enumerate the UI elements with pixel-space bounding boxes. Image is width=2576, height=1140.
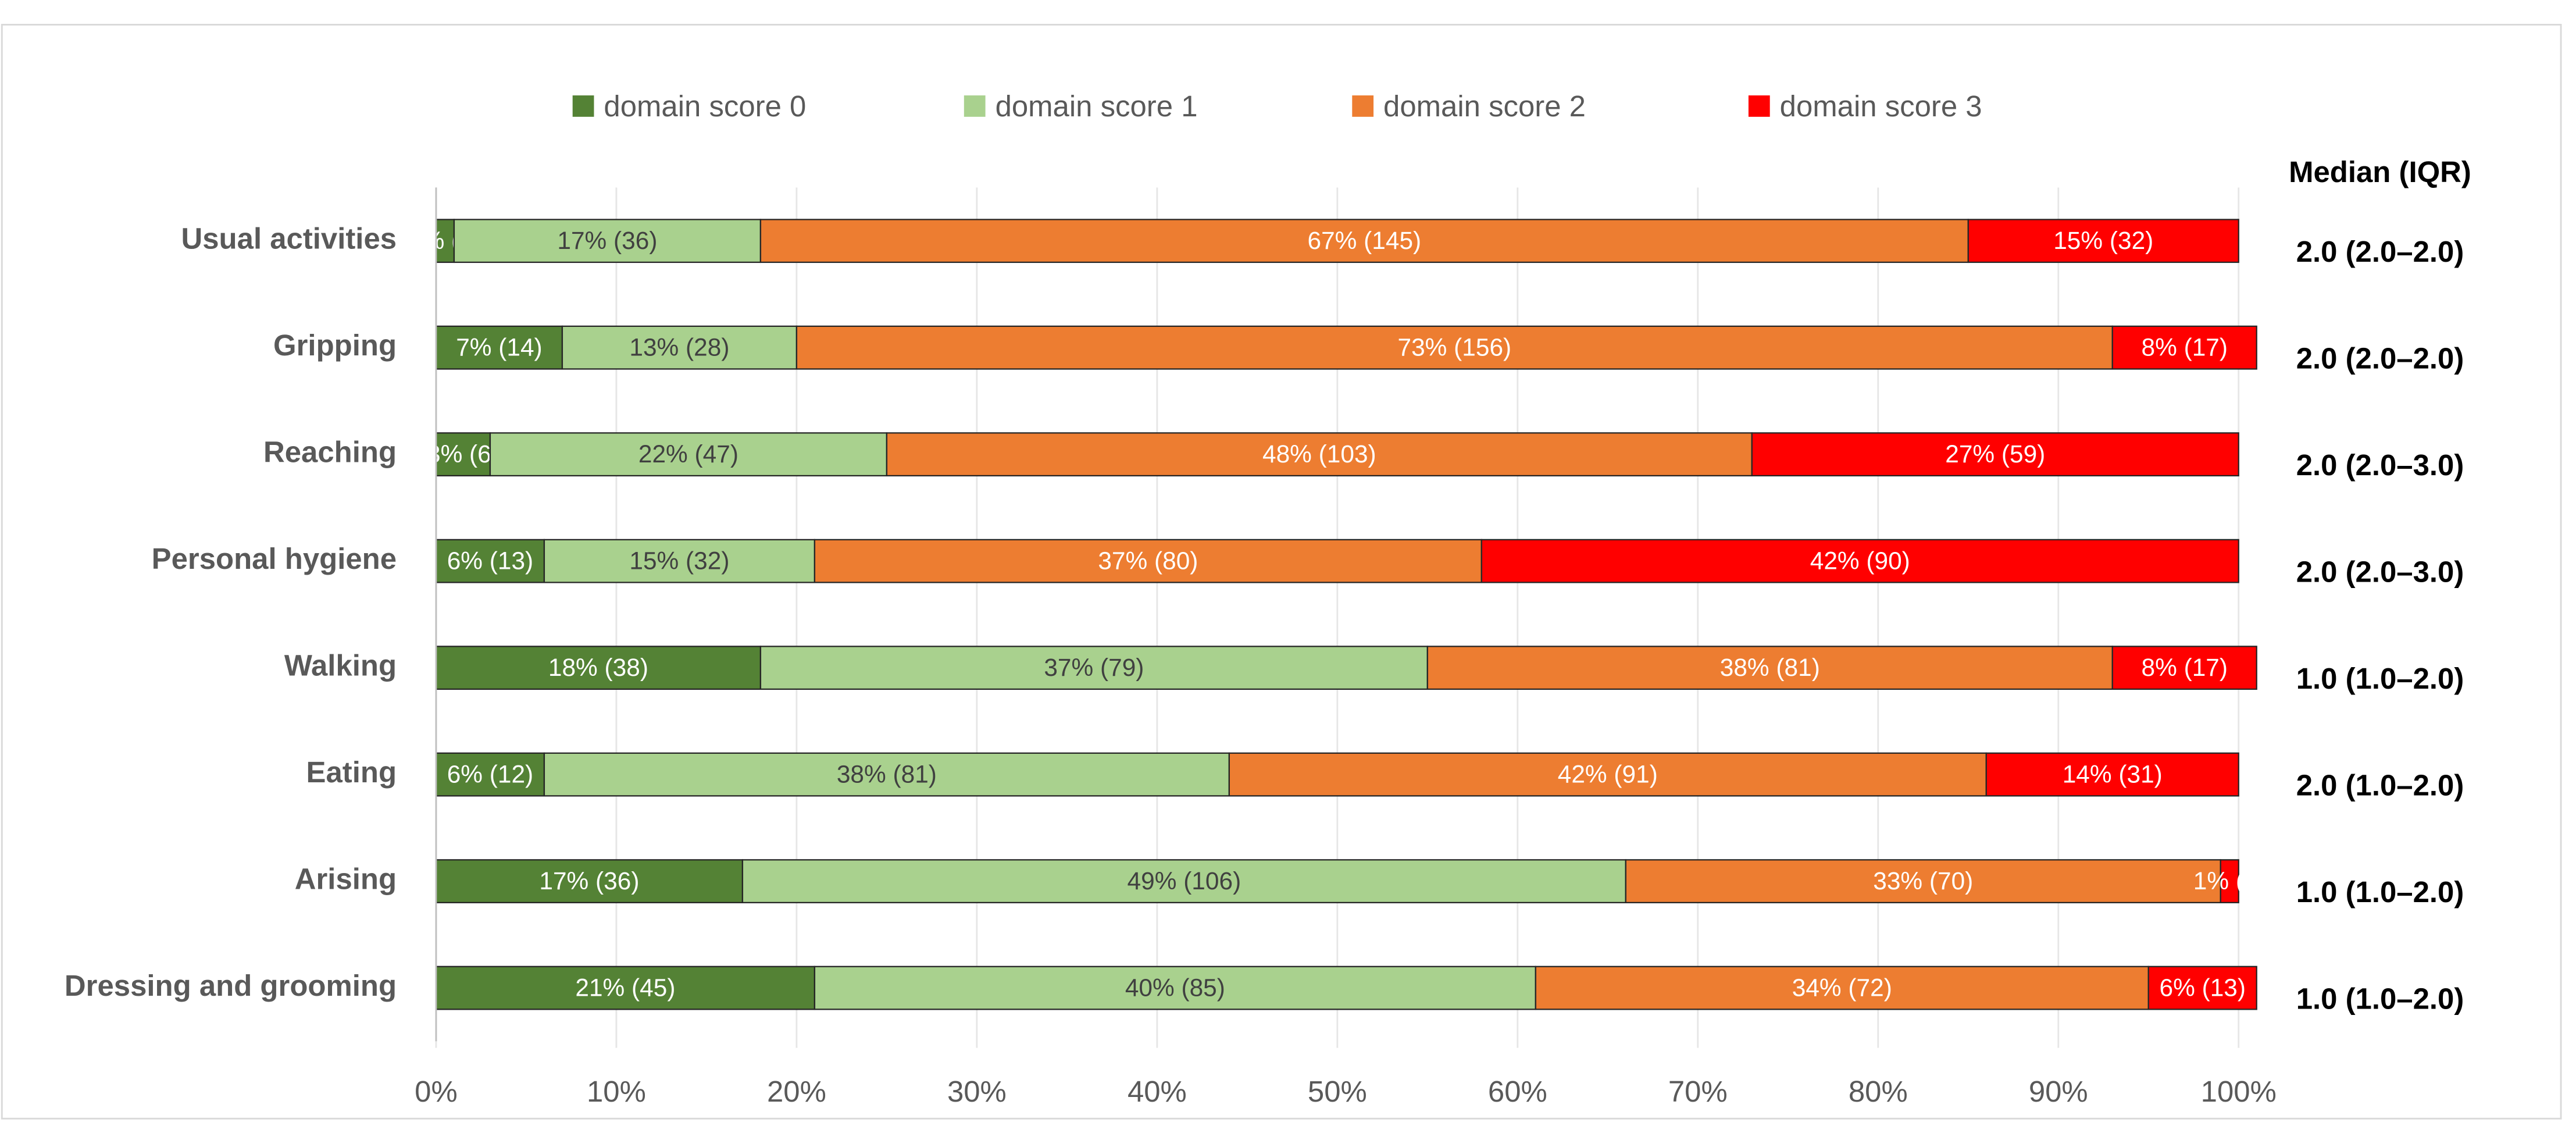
data-label: 15% (32) [2053, 227, 2153, 254]
data-label: 21% (45) [575, 974, 675, 1002]
data-label: 6% (13) [447, 547, 533, 575]
data-label: 15% (32) [629, 547, 729, 575]
data-label: 49% (106) [1128, 867, 1241, 895]
data-label: 34% (72) [1792, 974, 1892, 1002]
bar-segment [2111, 646, 2257, 690]
bar-segment [435, 859, 744, 903]
data-label: 6% (12) [447, 761, 533, 788]
median-label: 1.0 (1.0–2.0) [2296, 875, 2464, 909]
data-label: 38% (81) [1720, 654, 1820, 681]
bar-segment [1967, 219, 2239, 263]
median-label: 2.0 (1.0–2.0) [2296, 769, 2464, 802]
data-label: 17% (36) [557, 227, 657, 254]
data-label: 40% (85) [1125, 974, 1225, 1002]
median-header: Median (IQR) [2289, 155, 2471, 188]
bar-segment [1625, 859, 2221, 903]
data-label: 8% (17) [2142, 334, 2228, 361]
bar-segment [543, 752, 1230, 797]
legend-label: domain score 1 [996, 90, 1198, 123]
data-label: 42% (90) [1810, 547, 1910, 575]
bar-segment [2147, 966, 2257, 1010]
data-label: 17% (36) [539, 867, 639, 895]
data-label: 7% (14) [456, 334, 542, 361]
data-label: 3% (6) [427, 440, 499, 468]
x-tick-label: 30% [947, 1075, 1007, 1108]
bar-segment [795, 325, 2113, 370]
data-label: 27% (59) [1945, 440, 2045, 468]
legend-swatch [964, 95, 986, 117]
y-tick-label: Gripping [273, 329, 397, 362]
bar-segment [435, 539, 545, 583]
bar-segment [489, 432, 888, 477]
bar-segment [1985, 752, 2239, 797]
median-label: 2.0 (2.0–3.0) [2296, 555, 2464, 589]
data-label: 22% (47) [638, 440, 738, 468]
y-tick-label: Walking [284, 649, 397, 682]
bar-segment [543, 539, 816, 583]
bar-segment [886, 432, 1753, 477]
legend-label: domain score 2 [1383, 90, 1586, 123]
median-label: 1.0 (1.0–2.0) [2296, 662, 2464, 695]
data-label: 38% (81) [837, 761, 937, 788]
data-label: 42% (91) [1558, 761, 1658, 788]
y-tick-label: Eating [306, 756, 397, 789]
data-label: 33% (70) [1873, 867, 1973, 895]
data-label: 6% (13) [2160, 974, 2246, 1002]
bar-segment [435, 646, 762, 690]
x-tick-label: 60% [1488, 1075, 1547, 1108]
legend-swatch [572, 95, 594, 117]
bar-segment [1426, 646, 2113, 690]
x-tick-label: 80% [1849, 1075, 1908, 1108]
data-label: 37% (79) [1044, 654, 1144, 681]
y-tick-label: Usual activities [181, 222, 397, 255]
data-label: 18% (38) [548, 654, 648, 681]
bar-segment [561, 325, 798, 370]
x-tick-label: 70% [1668, 1075, 1728, 1108]
data-label: 67% (145) [1308, 227, 1422, 254]
legend-label: domain score 3 [1780, 90, 1982, 123]
median-label: 2.0 (2.0–2.0) [2296, 235, 2464, 268]
bar-segment [2220, 859, 2239, 903]
y-tick-label: Dressing and grooming [65, 969, 397, 1002]
bar-segment [435, 966, 816, 1010]
bar-segment [453, 219, 762, 263]
legend-swatch [1748, 95, 1770, 117]
x-tick-label: 50% [1308, 1075, 1367, 1108]
legend-label: domain score 0 [604, 90, 806, 123]
x-tick-label: 10% [587, 1075, 646, 1108]
median-label: 2.0 (2.0–3.0) [2296, 448, 2464, 482]
y-tick-label: Personal hygiene [152, 542, 397, 575]
x-tick-label: 20% [767, 1075, 826, 1108]
bar-segment [814, 966, 1536, 1010]
median-label: 1.0 (1.0–2.0) [2296, 982, 2464, 1016]
data-label: 14% (31) [2063, 761, 2163, 788]
bar-segment [1228, 752, 1987, 797]
data-label: 8% (17) [2142, 654, 2228, 681]
data-label: 1% (3) [2193, 867, 2266, 895]
bar-segment [1535, 966, 2149, 1010]
median-label: 2.0 (2.0–2.0) [2296, 342, 2464, 375]
bar-segment [741, 859, 1626, 903]
x-tick-label: 100% [2201, 1075, 2277, 1108]
y-tick-label: Reaching [263, 436, 397, 469]
data-label: 13% (28) [629, 334, 729, 361]
x-tick-label: 90% [2029, 1075, 2088, 1108]
data-label: 73% (156) [1398, 334, 1512, 361]
bar-segment [814, 539, 1482, 583]
bar-segment [2111, 325, 2257, 370]
legend-swatch [1352, 95, 1374, 117]
x-tick-label: 0% [415, 1075, 458, 1108]
bar-segment [1751, 432, 2239, 477]
bar-segment [1480, 539, 2239, 583]
x-tick-label: 40% [1128, 1075, 1187, 1108]
data-label: 48% (103) [1262, 440, 1376, 468]
y-tick-label: Arising [295, 863, 397, 896]
data-label: 37% (80) [1098, 547, 1198, 575]
